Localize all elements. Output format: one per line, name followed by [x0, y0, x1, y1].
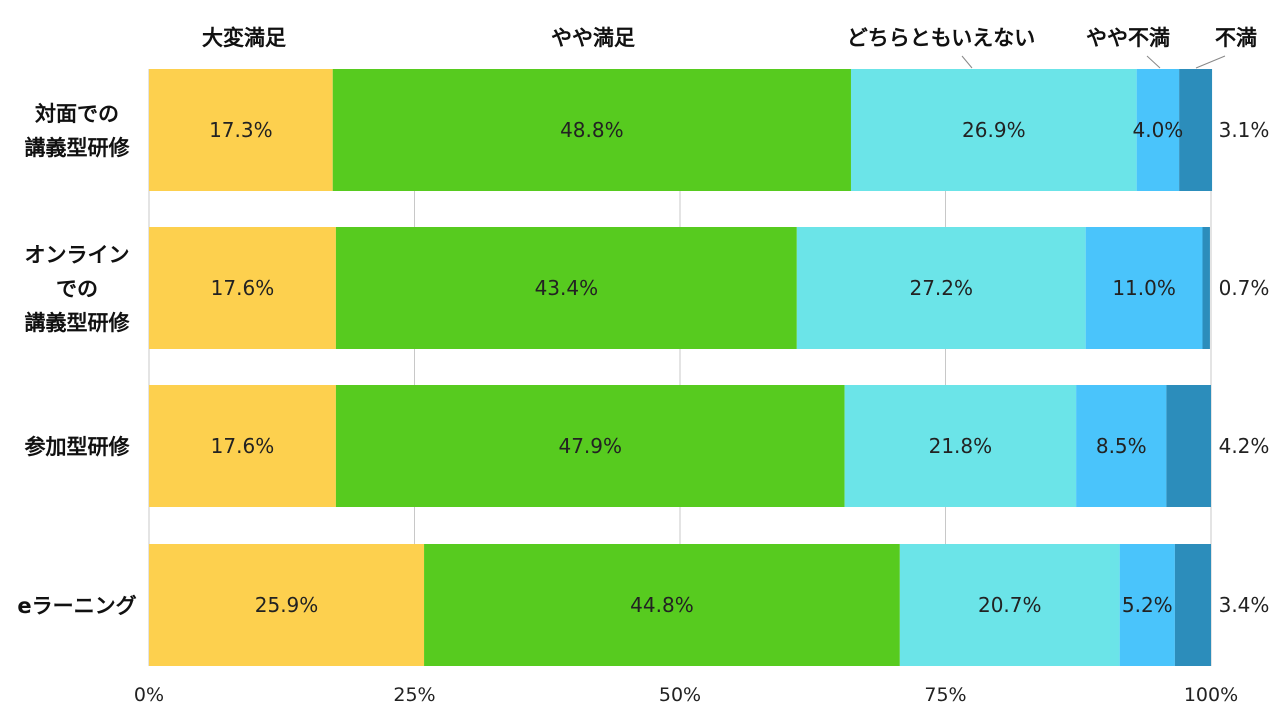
x-tick-label: 100%	[1184, 684, 1238, 706]
legend: 大変満足 やや満足 どちらともいえない やや不満 不満	[202, 26, 1257, 69]
bar-segment	[850, 69, 1137, 191]
data-label: 17.6%	[211, 434, 275, 458]
category-label: オンライン	[25, 243, 130, 267]
legend-label: やや満足	[551, 26, 635, 50]
legend-label: 不満	[1215, 26, 1257, 50]
data-label: 43.4%	[535, 276, 599, 300]
data-label: 3.4%	[1219, 593, 1270, 617]
category-label: eラーニング	[17, 594, 136, 618]
data-label: 4.0%	[1132, 118, 1183, 142]
data-label: 25.9%	[255, 593, 319, 617]
data-label: 5.2%	[1122, 593, 1173, 617]
data-label: 3.1%	[1219, 118, 1270, 142]
bar-segment	[1179, 69, 1213, 191]
legend-leader-line	[961, 55, 973, 69]
x-tick-label: 75%	[924, 684, 966, 706]
legend-leader-line	[1195, 55, 1226, 69]
data-label: 17.6%	[211, 276, 275, 300]
data-label: 47.9%	[558, 434, 622, 458]
bar-segment	[1174, 544, 1211, 666]
legend-label: 大変満足	[202, 26, 286, 50]
bar-segment	[332, 69, 851, 191]
x-tick-label: 25%	[393, 684, 435, 706]
bar-segment	[424, 544, 900, 666]
category-label: 講義型研修	[25, 136, 131, 160]
bar-segment	[1085, 227, 1203, 349]
category-label: 対面での	[35, 102, 119, 126]
category-label: 参加型研修	[25, 435, 131, 459]
category-label: での	[56, 277, 98, 301]
bar-segment	[1136, 69, 1180, 191]
x-tick-label: 0%	[134, 684, 164, 706]
data-label: 20.7%	[978, 593, 1042, 617]
value-labels: 17.3% 48.8% 26.9% 4.0% 3.1% 17.6% 43.4% 27.2% 11…	[209, 118, 1269, 617]
data-label: 26.9%	[962, 118, 1026, 142]
legend-leader-line	[1146, 55, 1161, 69]
data-label: 44.8%	[630, 593, 694, 617]
x-axis-ticks: 0% 25% 50% 75% 100%	[134, 684, 1238, 706]
bar-segment	[1076, 385, 1167, 507]
data-label: 21.8%	[929, 434, 993, 458]
bar-segment	[149, 385, 336, 507]
bar-segment	[1166, 385, 1211, 507]
bar-segment	[899, 544, 1120, 666]
bar-segment	[844, 385, 1077, 507]
data-label: 27.2%	[909, 276, 973, 300]
bars	[149, 69, 1213, 666]
bar-segment	[149, 544, 425, 666]
legend-label: どちらともいえない	[847, 26, 1036, 50]
data-label: 48.8%	[560, 118, 624, 142]
x-tick-label: 50%	[659, 684, 701, 706]
data-label: 8.5%	[1096, 434, 1147, 458]
bar-segment	[149, 227, 336, 349]
bar-segment	[1202, 227, 1210, 349]
data-label: 0.7%	[1219, 276, 1270, 300]
data-label: 4.2%	[1219, 434, 1270, 458]
bar-segment	[335, 385, 845, 507]
bar-segment	[1119, 544, 1175, 666]
bar-segment	[796, 227, 1086, 349]
data-label: 11.0%	[1112, 276, 1176, 300]
bar-segment	[149, 69, 333, 191]
category-label: 講義型研修	[25, 311, 131, 335]
data-label: 17.3%	[209, 118, 273, 142]
bar-segment	[335, 227, 797, 349]
legend-label: やや不満	[1086, 26, 1170, 50]
